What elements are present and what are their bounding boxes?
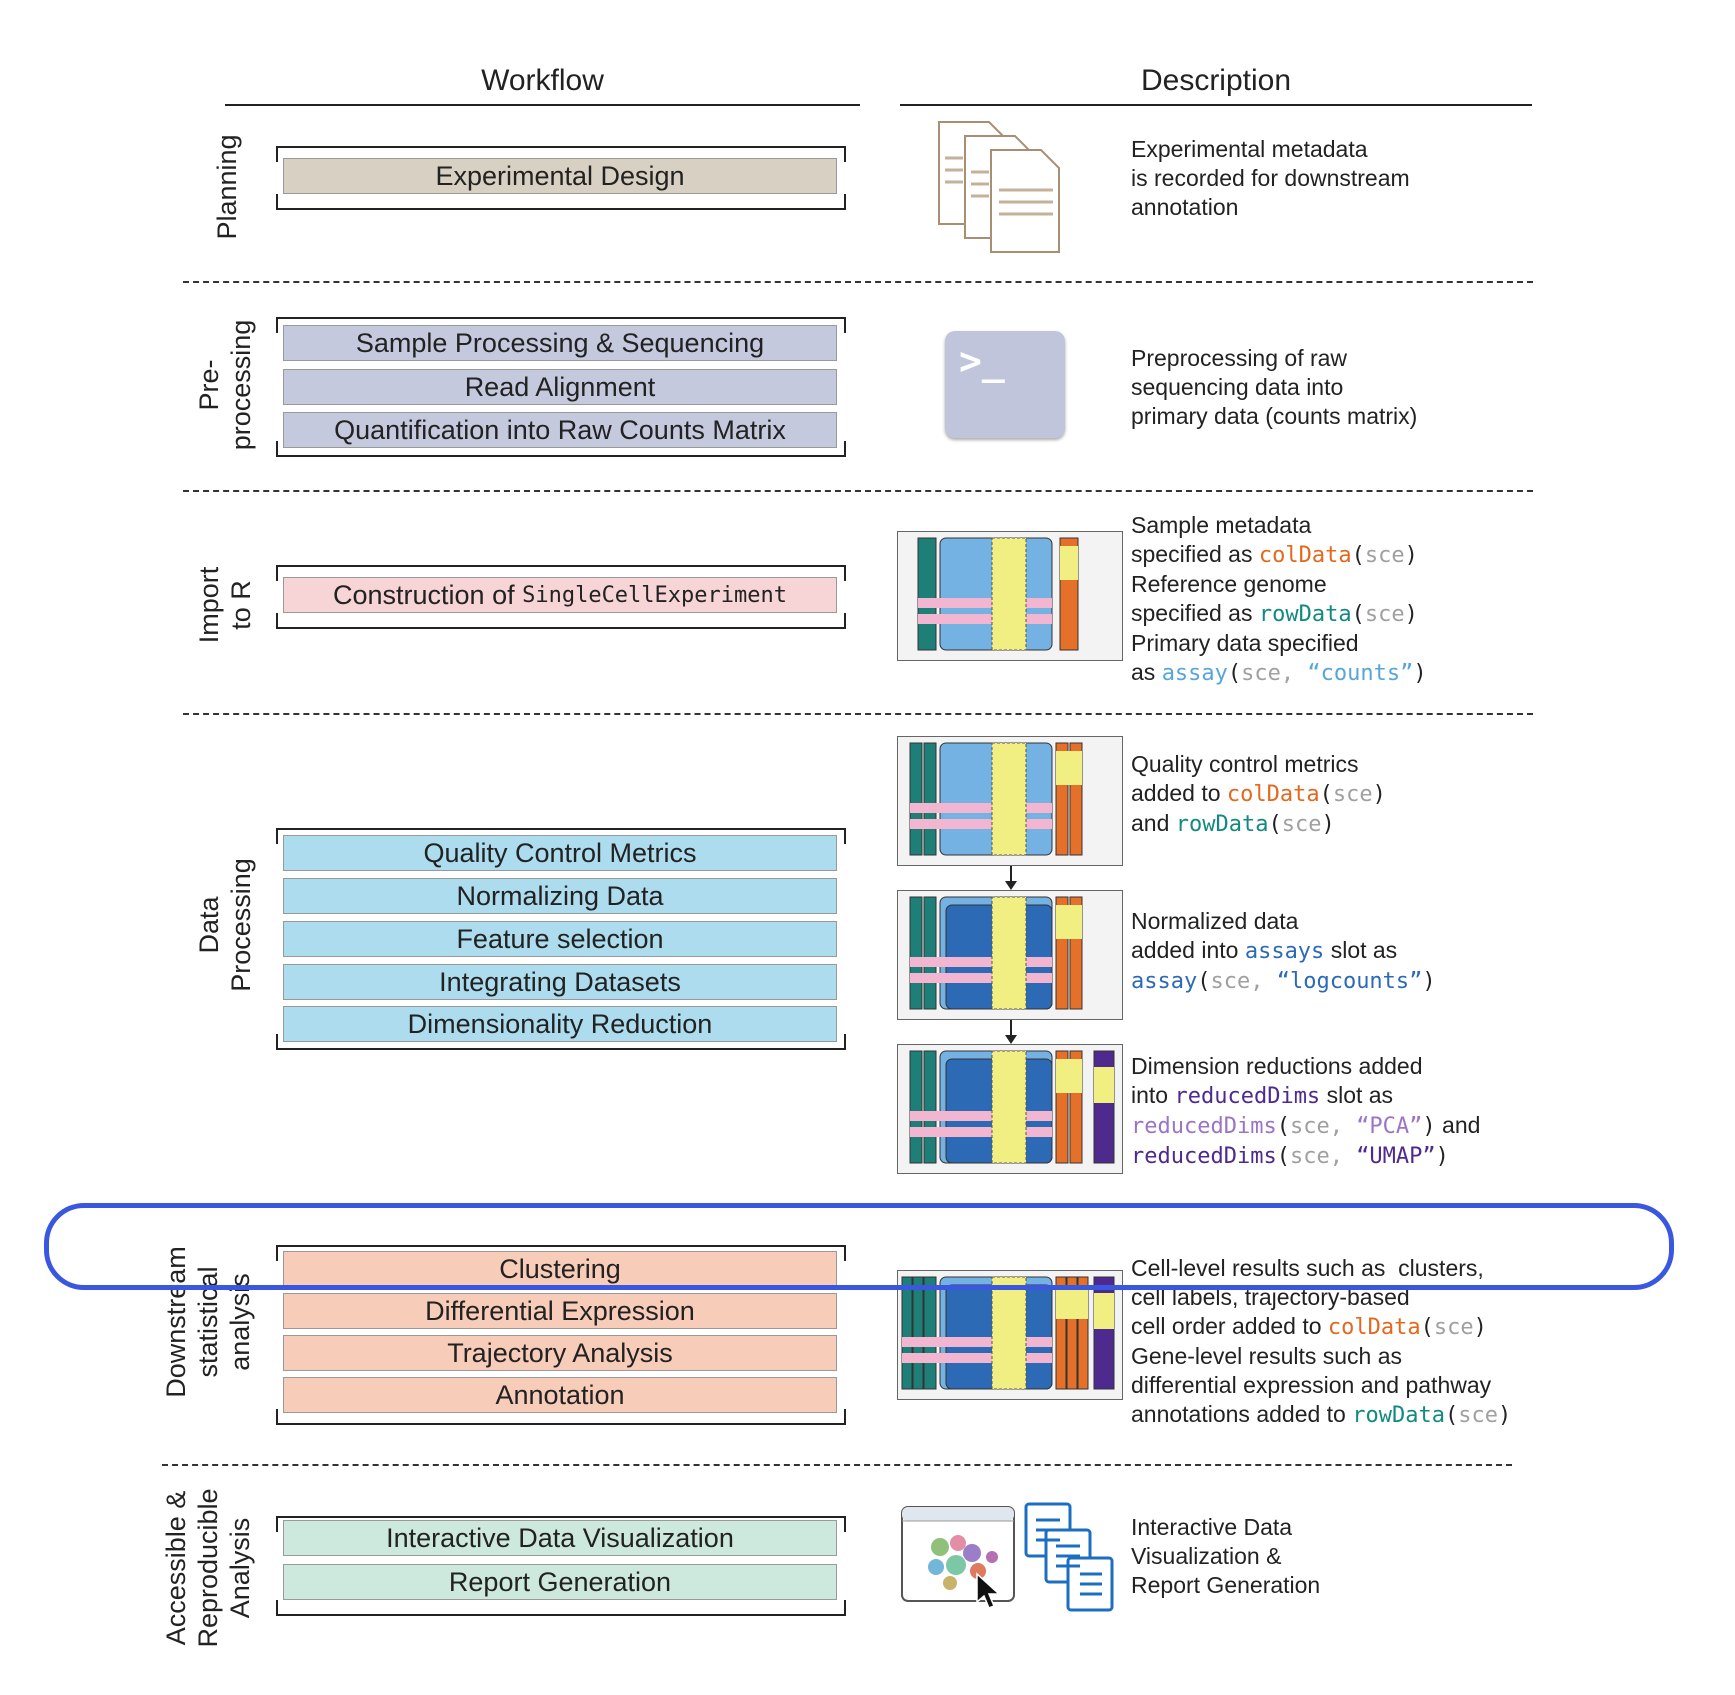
- import-description: Sample metadata specified as colData(sce…: [1131, 512, 1427, 686]
- step-dim-reduction: Dimensionality Reduction: [283, 1006, 837, 1042]
- step-normalizing: Normalizing Data: [283, 878, 837, 914]
- step-construction-sce: Construction of SingleCellExperiment: [283, 577, 837, 613]
- documents-icon: [938, 121, 1060, 253]
- stage-label-import: Import to R: [194, 566, 256, 644]
- step-sample-processing: Sample Processing & Sequencing: [283, 325, 837, 361]
- step-trajectory-analysis: Trajectory Analysis: [283, 1335, 837, 1371]
- step-integrating: Integrating Datasets: [283, 964, 837, 1000]
- description-header-rule: [900, 104, 1532, 106]
- processing-description-qc: Quality control metrics added to colData…: [1131, 751, 1386, 837]
- step-feature-selection: Feature selection: [283, 921, 837, 957]
- report-books-icon: [1024, 1502, 1114, 1612]
- accessible-description: Interactive Data Visualization & Report …: [1131, 1514, 1321, 1598]
- preprocessing-bracket: [275, 317, 847, 457]
- stage-label-preprocessing: Pre- processing: [194, 319, 256, 451]
- step-report-generation: Report Generation: [283, 1564, 837, 1600]
- accessible-bracket: [275, 1516, 847, 1616]
- step-annotation: Annotation: [283, 1377, 837, 1413]
- workflow-header-rule: [225, 104, 860, 106]
- step-read-alignment: Read Alignment: [283, 369, 837, 405]
- sce-qc-icon: [897, 736, 1123, 866]
- arrow-1: [1005, 866, 1017, 890]
- sce-normalized-icon: [897, 890, 1123, 1020]
- downstream-description: Cell-level results such as clusters, cel…: [1131, 1255, 1512, 1428]
- step-quantification: Quantification into Raw Counts Matrix: [283, 412, 837, 448]
- processing-description-norm: Normalized data added into assays slot a…: [1131, 908, 1436, 994]
- browser-scatter-icon: [901, 1506, 1015, 1602]
- step-interactive-viz: Interactive Data Visualization: [283, 1520, 837, 1556]
- stage-label-processing: Data Processing: [194, 858, 256, 992]
- step-differential-expression: Differential Expression: [283, 1293, 837, 1329]
- preprocessing-description: Preprocessing of raw sequencing data int…: [1131, 345, 1418, 429]
- divider-4: [162, 1464, 1512, 1466]
- step-experimental-design: Experimental Design: [283, 158, 837, 194]
- stage-label-accessible: Accessible & Reproducible Analysis: [161, 1488, 255, 1648]
- sce-matrix-icon: [897, 531, 1123, 661]
- clustering-highlight-ring: [44, 1203, 1674, 1290]
- workflow-header: Workflow: [481, 64, 604, 97]
- planning-bracket: [275, 146, 847, 210]
- divider-3: [183, 713, 1533, 715]
- cursor-icon: [976, 1572, 1001, 1609]
- divider-1: [183, 281, 1533, 283]
- sce-downstream-icon: [897, 1270, 1123, 1400]
- arrow-2: [1005, 1020, 1017, 1044]
- step-quality-control: Quality Control Metrics: [283, 835, 837, 871]
- processing-bracket: [275, 828, 847, 1050]
- sce-reduceddims-icon: [897, 1044, 1123, 1174]
- terminal-icon: >_: [945, 331, 1065, 438]
- planning-description: Experimental metadata is recorded for do…: [1131, 136, 1410, 220]
- stage-label-planning: Planning: [212, 134, 242, 240]
- divider-2: [183, 490, 1533, 492]
- description-header: Description: [1140, 64, 1292, 97]
- downstream-bracket: [275, 1245, 847, 1425]
- import-bracket: [275, 565, 847, 629]
- processing-description-dims: Dimension reductions added into reducedD…: [1131, 1053, 1481, 1169]
